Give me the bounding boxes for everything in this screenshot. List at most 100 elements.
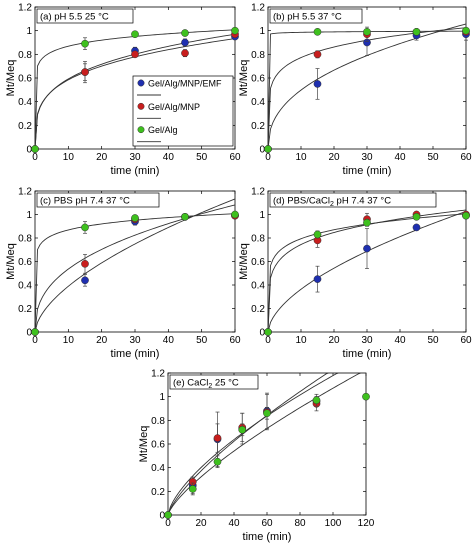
x-tick-label: 30 [129,152,141,163]
data-point-series-3 [188,485,197,493]
y-tick-label: 0.6 [18,74,32,85]
y-tick-label: 1.2 [18,187,32,198]
x-axis-label: time (min) [343,165,392,177]
panel-title: (b) pH 5.5 37 °C [273,12,342,23]
fit-curve-3 [34,213,236,333]
y-tick-label: 0.8 [151,416,165,427]
x-tick-label: 40 [394,335,406,346]
x-tick-label: 120 [358,518,375,529]
x-tick-label: 50 [196,335,208,346]
data-point-series-3 [213,457,222,466]
x-tick-label: 10 [295,152,307,163]
y-tick-label: 0.2 [18,304,32,315]
data-point-series-3 [31,328,39,336]
x-tick-label: 50 [427,335,439,346]
y-tick-label: 0.2 [151,487,165,498]
y-tick-label: 0.2 [251,304,265,315]
data-point-series-3 [263,409,271,418]
legend-box [132,75,234,147]
data-point-series-3 [313,230,322,239]
x-axis-label: time (min) [111,165,160,177]
y-axis-label: Mt/Meq [238,60,250,97]
x-tick-label: 50 [196,152,208,163]
data-point-series-3 [31,145,39,153]
fit-curve-2 [34,204,236,333]
data-point-series-3 [363,218,371,227]
y-axis-label: Mt/Meq [138,426,150,463]
panel-title-main: (c) PBS pH 7.4 37 °C [40,196,130,207]
y-axis-label: Mt/Meq [238,243,250,280]
y-tick-label: 0.4 [251,281,265,292]
panel-title: (a) pH 5.5 25 °C [40,12,109,23]
panel-label-box [36,8,134,24]
panel-c: 0 10 20 30 40 50 60 0 0.2 0.4 0.6 0.8 1 1.2 time (min)… [5,187,241,361]
y-tick-label: 1.2 [151,369,165,380]
x-tick-label: 40 [163,152,175,163]
data-point-series-3 [164,511,172,519]
x-tick-label: 100 [325,518,342,529]
data-point-series-1 [412,223,421,232]
y-tick-label: 0.6 [151,440,165,451]
x-tick-label: 40 [228,518,240,529]
panel-d: 0 10 20 30 40 50 60 0 0.2 0.4 0.6 0.8 1 1.2 time (min)… [238,187,472,361]
y-tick-label: 1 [259,26,265,37]
data-point-series-1 [363,244,371,253]
data-point-series-3 [462,26,470,35]
y-tick-label: 0 [259,328,265,339]
y-tick-label: 0.4 [151,463,165,474]
y-tick-label: 0 [159,511,165,522]
y-tick-label: 1 [26,26,32,37]
y-tick-label: 0.4 [251,97,265,108]
legend-label-1: Gel/Alg/MNP/EMF [148,79,222,89]
x-tick-label: 60 [261,518,273,529]
x-tick-label: 20 [96,335,108,346]
legend-label-3: Gel/Alg [148,125,178,135]
panel-e: 0 20 40 60 80 100 120 0 0.2 0.4 0.6 0.8 1 1.2 time (mi… [138,369,375,544]
data-point-series-2 [81,68,89,76]
panel-label-box [269,192,437,208]
data-point-series-3 [312,396,321,405]
x-axis-label: time (min) [111,348,160,360]
y-tick-label: 0.2 [251,121,265,132]
x-tick-label: 40 [394,152,406,163]
y-axis-label: Mt/Meq [5,60,17,97]
panel-a: 0 10 20 30 40 50 60 0 0.2 0.4 0.6 0.8 1 1.2 time (min)… [5,3,241,178]
data-point-series-2 [81,260,89,268]
panel-title-main: (e) CaCl [173,378,208,389]
data-point-series-3 [412,213,421,221]
data-point-series-3 [264,328,272,336]
x-tick-label: 80 [294,518,306,529]
legend: Gel/Alg/MNP/EMF Gel/Alg/MNP Gel/Alg [132,75,234,147]
data-point-series-3 [412,28,421,36]
panel-title: (c) PBS pH 7.4 37 °C [40,196,130,207]
legend-marker-2 [137,102,145,110]
x-tick-label: 0 [265,152,271,163]
y-tick-label: 1 [259,210,265,221]
panel-title-main: (b) pH 5.5 37 °C [273,12,342,23]
y-tick-label: 0.8 [18,50,32,61]
y-tick-label: 1.2 [18,3,32,14]
x-tick-label: 50 [427,152,439,163]
data-point-series-3 [264,145,272,153]
x-tick-label: 10 [63,335,75,346]
legend-label-2: Gel/Alg/MNP [148,102,200,112]
panel-label-box [269,8,363,24]
y-tick-label: 0.6 [18,257,32,268]
data-point-series-1 [313,275,322,283]
panel-label-box [36,192,160,208]
y-tick-label: 0 [26,145,32,156]
y-tick-label: 0.4 [18,97,32,108]
y-tick-label: 0.8 [18,234,32,245]
y-tick-label: 0 [259,145,265,156]
data-point-series-3 [363,28,371,36]
data-point-series-2 [313,50,322,59]
panel-label-box [169,374,259,390]
x-tick-label: 30 [361,335,373,346]
data-point-series-1 [181,38,189,47]
data-point-series-3 [238,425,247,434]
legend-marker-3 [137,126,145,134]
x-tick-label: 30 [129,335,141,346]
panel-title-subscript: 2 [208,383,212,390]
data-point-series-1 [81,276,89,285]
